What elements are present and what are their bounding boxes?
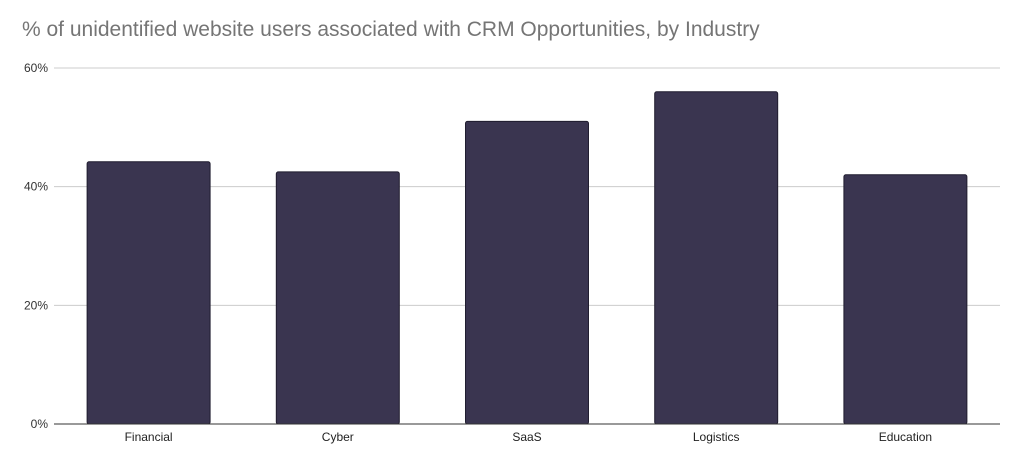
bar — [86, 161, 211, 425]
x-tick-label: Cyber — [322, 430, 354, 444]
y-tick-label: 40% — [24, 180, 48, 194]
chart-title: % of unidentified website users associat… — [22, 18, 760, 41]
x-tick-label: Logistics — [693, 430, 740, 444]
bar — [654, 91, 779, 425]
x-tick-label: SaaS — [512, 430, 541, 444]
bar — [465, 120, 589, 425]
bar — [843, 174, 968, 425]
y-tick-label: 20% — [24, 298, 48, 312]
x-tick-label: Financial — [125, 430, 173, 444]
bar — [275, 171, 400, 425]
y-tick-label: 0% — [31, 417, 49, 431]
y-tick-label: 60% — [24, 61, 48, 75]
x-tick-label: Education — [879, 430, 932, 444]
